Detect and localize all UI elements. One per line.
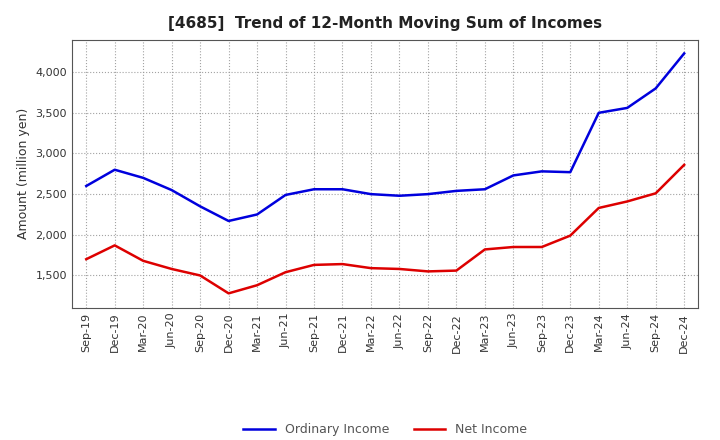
- Net Income: [480, 247, 489, 252]
- Ordinary Income: [623, 105, 631, 110]
- Net Income: [139, 258, 148, 264]
- Ordinary Income: [167, 187, 176, 193]
- Net Income: [509, 244, 518, 249]
- Y-axis label: Amount (million yen): Amount (million yen): [17, 108, 30, 239]
- Net Income: [282, 270, 290, 275]
- Net Income: [110, 243, 119, 248]
- Net Income: [595, 205, 603, 211]
- Title: [4685]  Trend of 12-Month Moving Sum of Incomes: [4685] Trend of 12-Month Moving Sum of I…: [168, 16, 602, 32]
- Net Income: [537, 244, 546, 249]
- Line: Net Income: Net Income: [86, 165, 684, 293]
- Net Income: [566, 233, 575, 238]
- Net Income: [338, 261, 347, 267]
- Ordinary Income: [423, 191, 432, 197]
- Net Income: [225, 291, 233, 296]
- Ordinary Income: [595, 110, 603, 115]
- Net Income: [423, 269, 432, 274]
- Net Income: [452, 268, 461, 273]
- Ordinary Income: [566, 169, 575, 175]
- Ordinary Income: [395, 193, 404, 198]
- Net Income: [680, 162, 688, 168]
- Ordinary Income: [537, 169, 546, 174]
- Net Income: [82, 257, 91, 262]
- Ordinary Income: [282, 192, 290, 198]
- Net Income: [167, 266, 176, 271]
- Net Income: [395, 266, 404, 271]
- Ordinary Income: [110, 167, 119, 172]
- Ordinary Income: [338, 187, 347, 192]
- Line: Ordinary Income: Ordinary Income: [86, 53, 684, 221]
- Ordinary Income: [310, 187, 318, 192]
- Ordinary Income: [680, 51, 688, 56]
- Net Income: [366, 265, 375, 271]
- Net Income: [310, 262, 318, 268]
- Ordinary Income: [480, 187, 489, 192]
- Net Income: [652, 191, 660, 196]
- Ordinary Income: [452, 188, 461, 194]
- Ordinary Income: [139, 175, 148, 180]
- Ordinary Income: [366, 191, 375, 197]
- Legend: Ordinary Income, Net Income: Ordinary Income, Net Income: [238, 418, 532, 440]
- Net Income: [623, 199, 631, 204]
- Net Income: [196, 273, 204, 278]
- Net Income: [253, 282, 261, 288]
- Ordinary Income: [253, 212, 261, 217]
- Ordinary Income: [509, 173, 518, 178]
- Ordinary Income: [652, 86, 660, 91]
- Ordinary Income: [82, 183, 91, 189]
- Ordinary Income: [225, 218, 233, 224]
- Ordinary Income: [196, 204, 204, 209]
